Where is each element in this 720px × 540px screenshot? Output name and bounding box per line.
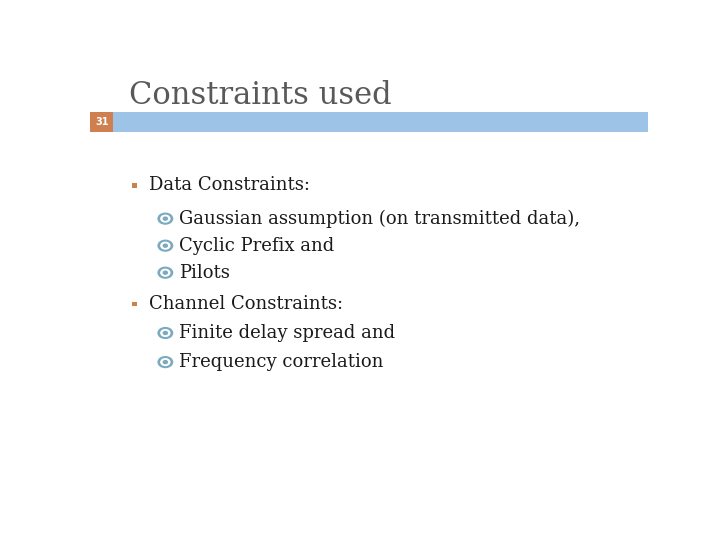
Text: Finite delay spread and: Finite delay spread and	[179, 324, 395, 342]
Circle shape	[158, 357, 173, 368]
Circle shape	[163, 361, 167, 363]
Circle shape	[163, 271, 167, 274]
Circle shape	[158, 240, 173, 251]
Text: Data Constraints:: Data Constraints:	[148, 177, 310, 194]
FancyBboxPatch shape	[90, 112, 648, 132]
Text: Gaussian assumption (on transmitted data),: Gaussian assumption (on transmitted data…	[179, 210, 580, 228]
Circle shape	[158, 267, 173, 278]
Circle shape	[161, 215, 170, 222]
FancyBboxPatch shape	[90, 112, 114, 132]
Circle shape	[158, 328, 173, 339]
Text: 31: 31	[95, 117, 109, 127]
Text: Frequency correlation: Frequency correlation	[179, 353, 384, 371]
Text: Channel Constraints:: Channel Constraints:	[148, 295, 343, 313]
Circle shape	[161, 269, 170, 276]
Circle shape	[163, 332, 167, 334]
FancyBboxPatch shape	[132, 302, 137, 306]
Text: Pilots: Pilots	[179, 264, 230, 282]
Circle shape	[158, 213, 173, 224]
Circle shape	[163, 217, 167, 220]
Text: Cyclic Prefix and: Cyclic Prefix and	[179, 237, 335, 255]
FancyBboxPatch shape	[132, 183, 137, 188]
Circle shape	[161, 329, 170, 336]
Circle shape	[163, 244, 167, 247]
Circle shape	[161, 242, 170, 249]
Circle shape	[161, 359, 170, 366]
Text: Constraints used: Constraints used	[129, 80, 392, 111]
